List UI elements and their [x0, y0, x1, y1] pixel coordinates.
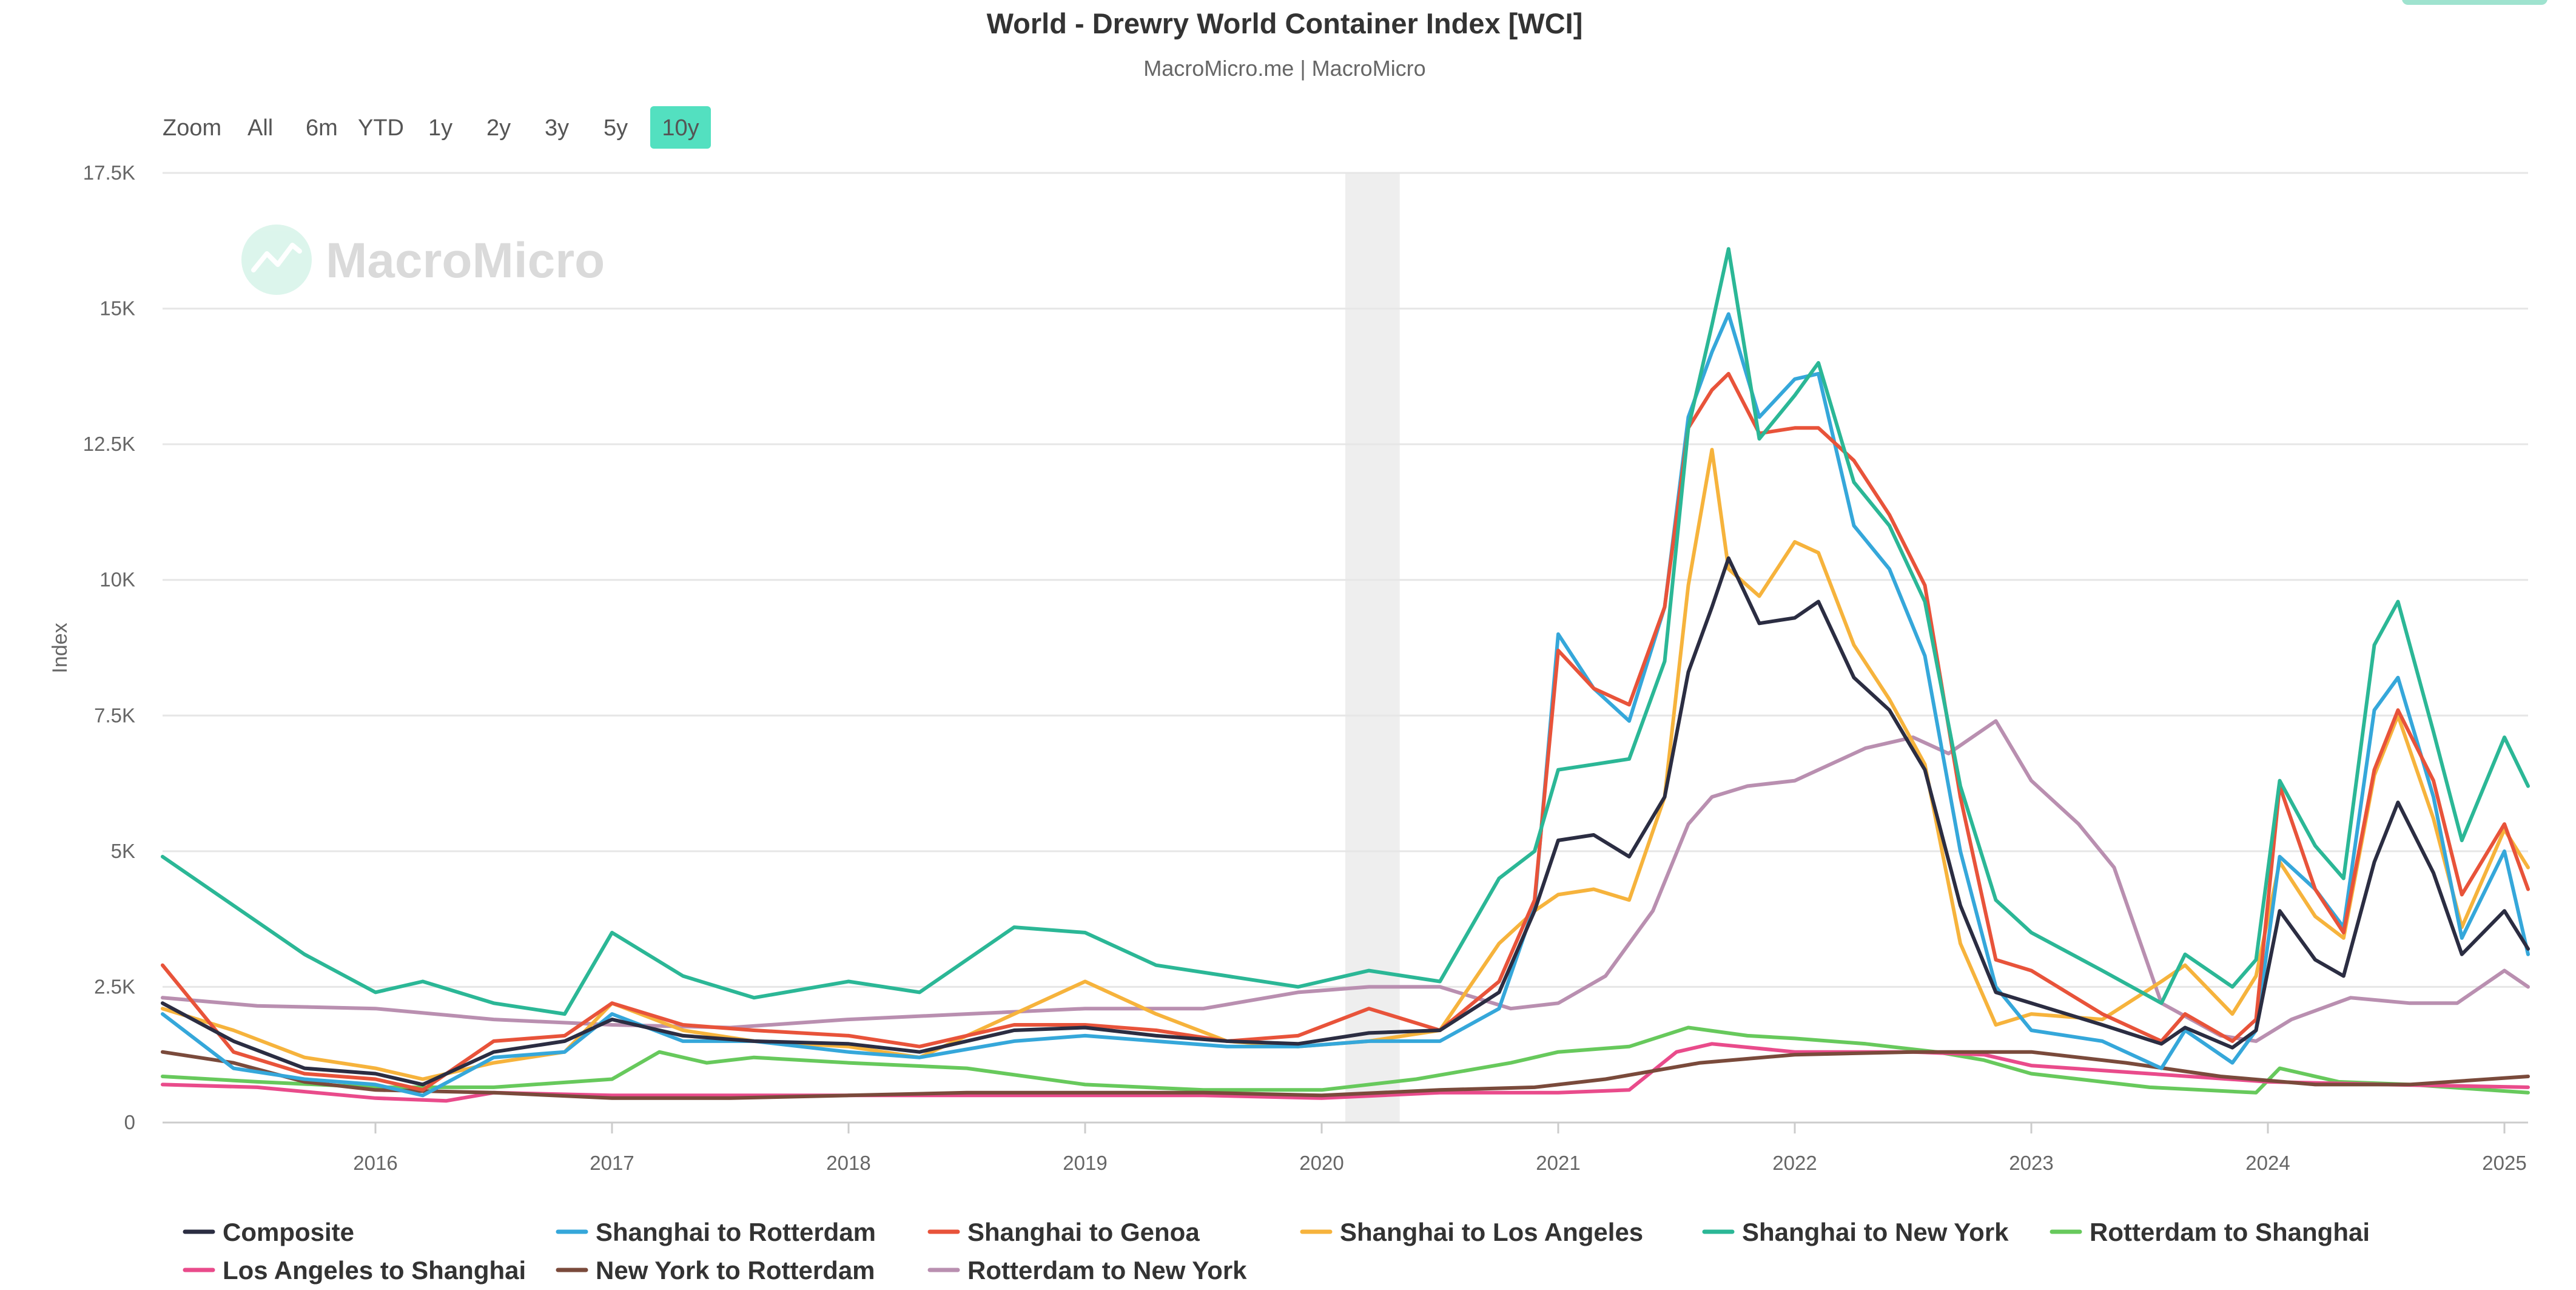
legend-label: Rotterdam to New York: [967, 1256, 1247, 1285]
y-tick-label: 0: [124, 1111, 135, 1133]
legend-item[interactable]: Shanghai to New York: [1702, 1218, 2009, 1246]
zoom-button-label: 6m: [306, 115, 338, 141]
zoom-toolbar: Zoom All 6m YTD 1y 2y 3y 5y 10y: [163, 106, 711, 149]
y-tick-label: 10K: [99, 569, 135, 591]
legend-label: Shanghai to Genoa: [967, 1218, 1200, 1246]
y-axis: 0 2.5K 5K 7.5K 10K 12.5K 15K 17.5K: [83, 161, 135, 1133]
recession-shade: [1345, 173, 1400, 1123]
watermark-text: MacroMicro: [326, 233, 605, 288]
legend-label: New York to Rotterdam: [596, 1256, 875, 1285]
watermark: MacroMicro: [241, 225, 605, 295]
y-tick-label: 7.5K: [94, 704, 135, 726]
y-axis-title: Index: [49, 623, 72, 673]
legend-label: Shanghai to Rotterdam: [596, 1218, 876, 1246]
y-tick-label: 5K: [111, 840, 135, 862]
x-tick-label: 2021: [1536, 1152, 1580, 1174]
x-tick-label: 2022: [1772, 1152, 1817, 1174]
series-lines: [161, 247, 2530, 1103]
zoom-label: Zoom: [163, 115, 221, 141]
zoom-button-3y[interactable]: 3y: [545, 115, 569, 141]
x-tick-label: 2016: [353, 1152, 397, 1174]
legend-item[interactable]: Shanghai to Genoa: [927, 1218, 1200, 1246]
chart-subtitle: MacroMicro.me | MacroMicro: [1143, 56, 1425, 81]
x-tick-label: 2018: [826, 1152, 870, 1174]
legend: Composite Shanghai to Rotterdam Shanghai t…: [183, 1218, 2370, 1285]
x-tick-label: 2025: [2482, 1152, 2526, 1174]
legend-item[interactable]: Rotterdam to New York: [927, 1256, 1247, 1285]
x-axis: 2016 2017 2018 2019 2020 2021 2022 2023 2024 2025: [353, 1123, 2527, 1174]
legend-item[interactable]: Shanghai to Rotterdam: [556, 1218, 876, 1246]
x-tick-label: 2023: [2009, 1152, 2053, 1174]
chart-title: World - Drewry World Container Index [WC…: [987, 7, 1583, 39]
watermark-logo-icon: [241, 225, 312, 295]
zoom-button-1y[interactable]: 1y: [428, 115, 452, 141]
series-line-rotterdam-to-new-york[interactable]: [161, 719, 2530, 1043]
zoom-button-5y[interactable]: 5y: [604, 115, 628, 141]
x-tick-label: 2024: [2245, 1152, 2290, 1174]
x-tick-label: 2020: [1299, 1152, 1343, 1174]
legend-label: Rotterdam to Shanghai: [2090, 1218, 2370, 1246]
legend-label: Composite: [223, 1218, 354, 1246]
zoom-button-6m[interactable]: 6m: [306, 115, 338, 141]
series-line-composite[interactable]: [161, 556, 2530, 1087]
zoom-button-label: All: [247, 115, 273, 141]
zoom-button-label: 3y: [545, 115, 569, 141]
y-tick-label: 2.5K: [94, 975, 135, 998]
zoom-button-highlight: [650, 106, 711, 149]
legend-item[interactable]: New York to Rotterdam: [556, 1256, 875, 1285]
series-line-new-york-to-rotterdam[interactable]: [161, 1050, 2530, 1100]
zoom-button-all[interactable]: All: [247, 115, 273, 141]
zoom-button-label: 1y: [428, 115, 452, 141]
zoom-button-label: 2y: [486, 115, 511, 141]
zoom-button-label: 5y: [604, 115, 628, 141]
y-tick-label: 15K: [99, 297, 135, 320]
zoom-button-10y[interactable]: 10y: [650, 106, 711, 149]
legend-item[interactable]: Composite: [183, 1218, 354, 1246]
legend-item[interactable]: Shanghai to Los Angeles: [1300, 1218, 1643, 1246]
zoom-button-2y[interactable]: 2y: [486, 115, 511, 141]
export-menu-button[interactable]: [2402, 0, 2547, 5]
series-line-shanghai-to-los-angeles[interactable]: [161, 448, 2530, 1081]
watermark-logo-mark-icon: [251, 243, 302, 272]
x-tick-label: 2017: [590, 1152, 634, 1174]
series-line-rotterdam-to-shanghai[interactable]: [161, 1025, 2530, 1095]
series-line-shanghai-to-new-york[interactable]: [161, 247, 2530, 1016]
zoom-button-label: YTD: [358, 115, 404, 141]
legend-item[interactable]: Rotterdam to Shanghai: [2050, 1218, 2370, 1246]
series-line-shanghai-to-rotterdam[interactable]: [161, 312, 2530, 1098]
x-tick-label: 2019: [1063, 1152, 1107, 1174]
y-tick-label: 12.5K: [83, 433, 135, 455]
y-tick-label: 17.5K: [83, 161, 135, 184]
zoom-button-ytd[interactable]: YTD: [358, 115, 404, 141]
legend-item[interactable]: Los Angeles to Shanghai: [183, 1256, 526, 1285]
legend-label: Shanghai to Los Angeles: [1340, 1218, 1643, 1246]
legend-label: Los Angeles to Shanghai: [223, 1256, 526, 1285]
legend-label: Shanghai to New York: [1742, 1218, 2009, 1246]
zoom-button-label: 10y: [662, 115, 699, 141]
